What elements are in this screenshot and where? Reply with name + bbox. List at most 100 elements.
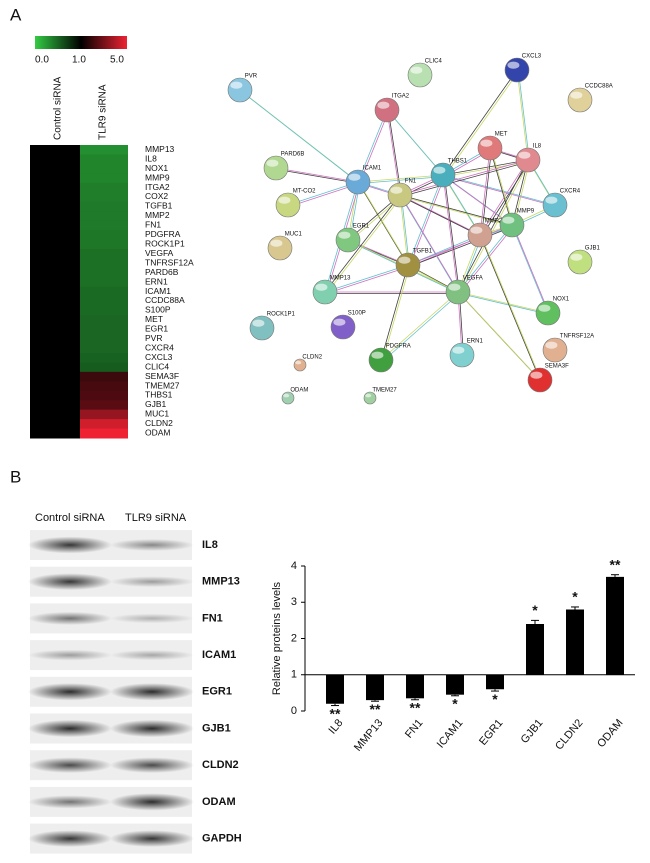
node-label: MMP13 <box>330 276 351 282</box>
node-label: IL8 <box>533 144 542 150</box>
heatmap-cell <box>30 315 80 326</box>
node-label: S100P <box>348 311 366 317</box>
network-node <box>407 62 433 88</box>
network-edge <box>324 264 409 293</box>
network-node <box>263 155 289 181</box>
network-edge <box>481 149 492 237</box>
bar <box>566 609 584 675</box>
heatmap-cell <box>80 220 128 231</box>
network-edge <box>357 174 444 183</box>
network-node <box>499 212 525 238</box>
heatmap-cell <box>30 145 80 155</box>
node-highlight <box>252 319 265 327</box>
heatmap-cell <box>80 154 128 165</box>
gene-label: PVR <box>145 333 162 343</box>
blot-band <box>28 611 112 626</box>
heatmap-cell <box>30 211 80 222</box>
network-node <box>445 279 471 305</box>
network-edge <box>326 196 402 294</box>
heatmap-cell <box>80 192 128 203</box>
blot-row-label: ODAM <box>202 796 236 808</box>
heatmap-cell <box>80 324 128 335</box>
network-node <box>449 342 475 368</box>
gene-label: FN1 <box>145 220 161 230</box>
heatmap-cell <box>80 390 128 401</box>
heatmap-cell <box>30 296 80 307</box>
network-edge <box>407 224 513 266</box>
network-edge <box>359 176 445 184</box>
heatmap-cell <box>80 419 128 430</box>
network-edge <box>489 147 513 226</box>
node-highlight <box>348 173 361 181</box>
bar <box>326 674 344 704</box>
node-label: CXCR4 <box>560 189 581 195</box>
blot-band <box>110 613 194 624</box>
network-node <box>395 252 421 278</box>
node-highlight <box>278 196 291 204</box>
node-highlight <box>448 283 461 291</box>
network-node <box>363 391 377 405</box>
panel-label: B <box>10 467 21 486</box>
gene-label: CLIC4 <box>145 361 169 371</box>
heatmap-cell <box>30 220 80 231</box>
gene-label: ITGA2 <box>145 182 170 192</box>
significance: ** <box>330 705 341 721</box>
node-highlight <box>230 81 243 89</box>
blot-row-label: IL8 <box>202 539 218 551</box>
gene-label: CXCR4 <box>145 342 174 352</box>
network-edge <box>457 224 513 293</box>
network-node <box>335 227 361 253</box>
node-highlight <box>518 151 531 159</box>
bar <box>606 576 624 675</box>
heatmap-cell <box>80 428 128 439</box>
network-node <box>467 222 493 248</box>
network-edge <box>513 226 550 315</box>
heatmap-cell <box>80 173 128 184</box>
gene-label: MMP9 <box>145 172 170 182</box>
gene-label: ODAM <box>145 428 171 438</box>
blot-band <box>110 650 194 661</box>
gene-label: CCDC88A <box>145 295 185 305</box>
heatmap-cell <box>30 362 80 373</box>
network-node <box>477 135 503 161</box>
blot-band <box>110 576 194 588</box>
network-edge <box>516 69 529 161</box>
heatmap-cell <box>80 409 128 420</box>
heatmap-cell <box>80 400 128 411</box>
y-tick-label: 2 <box>291 632 297 644</box>
heatmap-cell <box>30 258 80 269</box>
network-node <box>267 235 293 261</box>
heatmap-cell <box>30 343 80 354</box>
blot-column-label: Control siRNA <box>35 512 105 524</box>
bar <box>446 674 464 695</box>
heatmap-cell <box>80 145 128 155</box>
gene-label: TNFRSF12A <box>145 257 194 267</box>
gene-label: MUC1 <box>145 409 169 419</box>
node-label: PARD6B <box>281 152 305 158</box>
node-label: MMP2 <box>485 219 503 225</box>
heatmap-cell <box>30 201 80 212</box>
gene-label: NOX1 <box>145 163 168 173</box>
node-label: THBS1 <box>448 159 468 165</box>
network-node <box>312 279 338 305</box>
heatmap-cell <box>80 239 128 250</box>
blot-band <box>28 683 112 701</box>
network-edge <box>401 196 460 294</box>
network-node <box>368 347 394 373</box>
gene-label: EGR1 <box>145 324 168 334</box>
network-edge <box>399 194 459 293</box>
gene-label: GJB1 <box>145 399 167 409</box>
bar <box>366 674 384 701</box>
heatmap-cell <box>30 163 80 174</box>
network-node <box>330 314 356 340</box>
node-label: TNFRSF12A <box>560 334 594 340</box>
network-edge <box>459 293 542 382</box>
node-label: ODAM <box>290 388 308 394</box>
network-edge <box>324 194 401 293</box>
heatmap-cell <box>80 277 128 288</box>
x-tick-label: GJB1 <box>519 717 546 746</box>
gene-label: IL8 <box>145 153 157 163</box>
network-node <box>567 87 593 113</box>
network-edge <box>409 176 445 267</box>
blot-band <box>110 539 194 551</box>
